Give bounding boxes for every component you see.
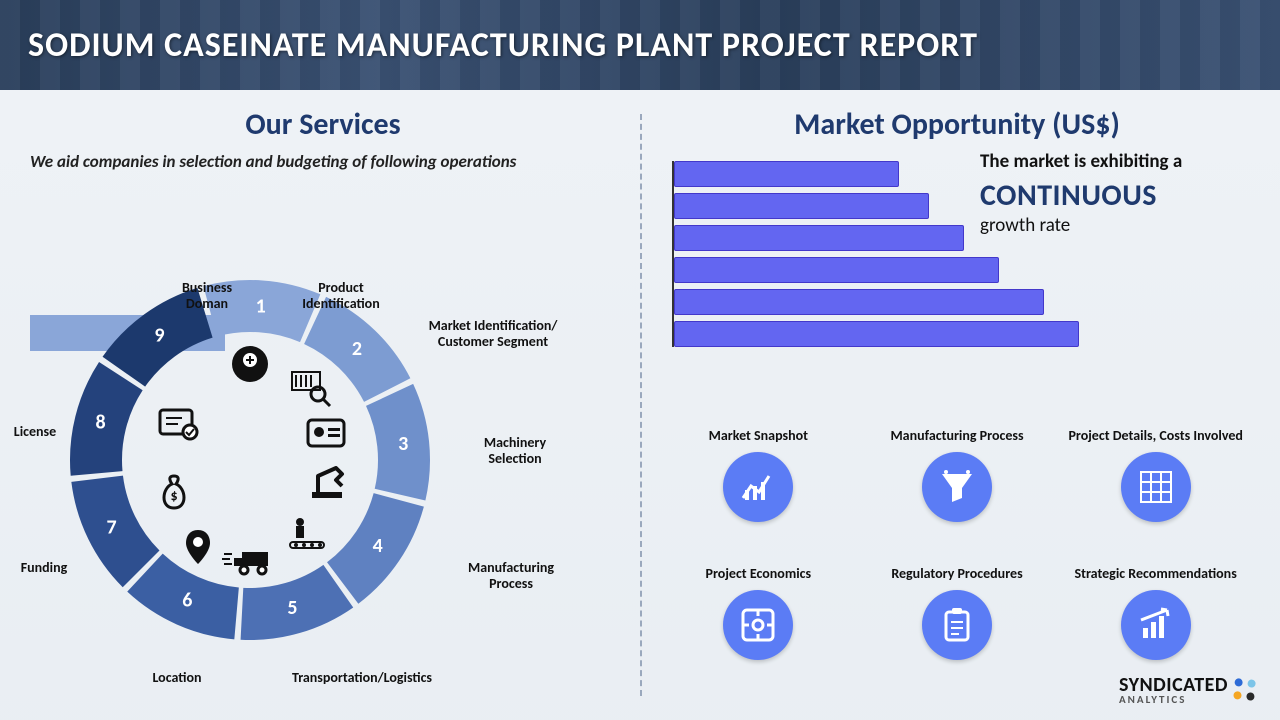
market-bar-5 bbox=[674, 289, 1250, 315]
services-donut: 123456789 bbox=[60, 270, 440, 650]
robot-arm-icon bbox=[312, 468, 342, 498]
seg-label-2: Product Identification bbox=[286, 280, 396, 312]
logo-dot bbox=[1247, 679, 1256, 688]
report-tiles-grid: Market Snapshot Manufacturing Process Proj… bbox=[664, 410, 1250, 660]
seg-label-4: Machinery Selection bbox=[460, 435, 570, 467]
brand-logo: SYNDICATED ANALYTICS bbox=[1119, 673, 1256, 706]
donut-inner-icons: $ bbox=[60, 270, 440, 650]
report-tile-1: Market Snapshot bbox=[664, 410, 853, 522]
logo-dot bbox=[1233, 690, 1242, 699]
right-panel: Market Opportunity (US$) The market is e… bbox=[640, 90, 1280, 720]
logo-dot bbox=[1246, 691, 1255, 700]
report-tile-6: Strategic Recommendations bbox=[1061, 548, 1250, 660]
report-tile-label: Regulatory Procedures bbox=[891, 548, 1022, 582]
seg-label-9: License bbox=[0, 424, 70, 440]
puzzle-icon bbox=[723, 590, 793, 660]
idea-head-icon bbox=[232, 346, 268, 382]
market-bar-6 bbox=[674, 321, 1250, 347]
growth-big: CONTINUOUS bbox=[980, 177, 1240, 214]
content-area: Our Services We aid companies in selecti… bbox=[0, 90, 1280, 720]
report-tile-label: Project Details, Costs Involved bbox=[1068, 410, 1242, 444]
growth-line-1: The market is exhibiting a bbox=[980, 150, 1240, 173]
barcode-search-icon bbox=[292, 372, 330, 406]
seg-label-8: Funding bbox=[4, 560, 84, 576]
left-panel: Our Services We aid companies in selecti… bbox=[0, 90, 640, 720]
market-heading: Market Opportunity (US$) bbox=[664, 106, 1250, 143]
location-pin-icon bbox=[186, 530, 210, 564]
services-heading: Our Services bbox=[30, 106, 616, 143]
seg-label-3: Market Identification/ Customer Segment bbox=[428, 318, 558, 350]
growth-icon bbox=[1121, 590, 1191, 660]
page-title: SODIUM CASEINATE MANUFACTURING PLANT PRO… bbox=[28, 25, 978, 66]
chart-icon bbox=[723, 452, 793, 522]
brand-dots-icon bbox=[1233, 678, 1257, 702]
report-tile-label: Project Economics bbox=[706, 548, 812, 582]
report-tile-4: Project Economics bbox=[664, 548, 853, 660]
report-tile-label: Market Snapshot bbox=[709, 410, 808, 444]
grid-icon bbox=[1121, 452, 1191, 522]
report-tile-3: Project Details, Costs Involved bbox=[1061, 410, 1250, 522]
report-tile-5: Regulatory Procedures bbox=[863, 548, 1052, 660]
money-bag-icon: $ bbox=[164, 476, 184, 508]
growth-text: The market is exhibiting a CONTINUOUS gr… bbox=[980, 150, 1240, 237]
id-card-icon bbox=[308, 420, 344, 446]
svg-text:$: $ bbox=[170, 487, 177, 504]
seg-label-7: Location bbox=[132, 670, 222, 686]
clipboard-icon bbox=[922, 590, 992, 660]
services-subhead: We aid companies in selection and budget… bbox=[30, 151, 550, 174]
header-banner: SODIUM CASEINATE MANUFACTURING PLANT PRO… bbox=[0, 0, 1280, 90]
logo-dot bbox=[1234, 678, 1243, 687]
seg-label-5: Manufacturing Process bbox=[446, 560, 576, 592]
certificate-icon bbox=[160, 410, 197, 439]
seg-label-6: Transportation/Logistics bbox=[272, 670, 452, 686]
report-tile-2: Manufacturing Process bbox=[863, 410, 1052, 522]
report-tile-label: Manufacturing Process bbox=[890, 410, 1023, 444]
funnel-icon bbox=[922, 452, 992, 522]
truck-icon bbox=[222, 552, 268, 574]
market-bar-4 bbox=[674, 257, 1250, 283]
report-tile-label: Strategic Recommendations bbox=[1075, 548, 1237, 582]
seg-label-1: Business Doman bbox=[162, 280, 252, 312]
worker-conveyor-icon bbox=[290, 518, 324, 548]
growth-line-2: growth rate bbox=[980, 214, 1240, 237]
